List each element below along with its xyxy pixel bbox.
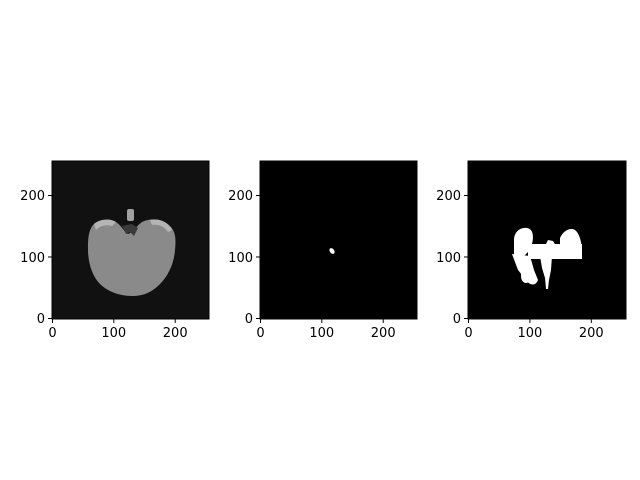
panel-3: 0 100 200 0 100 200: [436, 160, 627, 341]
panel-2: 0 100 200 0 100 200: [228, 160, 418, 341]
panel-3-y-tick-label-100: 100: [436, 251, 461, 266]
panel-1-x-tick-label-200: 200: [163, 326, 188, 341]
panel-1-highlight-left: [94, 219, 116, 230]
panel-3-x-tick-label-200: 200: [579, 326, 604, 341]
panel-2-axes-frame: [259, 160, 418, 320]
panel-2-y-tick-label-200: 200: [228, 189, 253, 204]
panel-1-y-tick-label-0: 0: [37, 312, 45, 327]
panel-3-mask-bar: [528, 244, 582, 259]
panel-2-y-ticks: 0 100 200: [228, 189, 260, 327]
panel-1: 0 100 200 0 100 200: [20, 160, 210, 341]
panel-1-x-tick-label-100: 100: [101, 326, 126, 341]
panel-1-highlight-right: [150, 219, 172, 232]
panel-2-y-tick-label-100: 100: [228, 251, 253, 266]
panel-1-y-tick-label-200: 200: [20, 189, 45, 204]
panel-2-image-background: [260, 161, 417, 319]
panel-2-x-ticks: 0 100 200: [256, 319, 396, 341]
panel-1-x-tick-label-0: 0: [48, 326, 56, 341]
panel-1-x-ticks: 0 100 200: [48, 319, 188, 341]
panel-1-notch: [122, 224, 138, 236]
panel-3-x-tick-label-100: 100: [517, 326, 542, 341]
panel-3-y-tick-label-200: 200: [436, 189, 461, 204]
panel-2-mask-blob: [329, 248, 335, 254]
panel-3-x-ticks: 0 100 200: [464, 319, 604, 341]
panel-3-x-tick-label-0: 0: [464, 326, 472, 341]
panel-3-y-ticks: 0 100 200: [436, 189, 468, 327]
panel-1-axes-frame: [51, 160, 210, 320]
panel-3-mask-center-bump: [545, 240, 556, 246]
panel-1-y-ticks: 0 100 200: [20, 189, 52, 327]
panel-3-mask-stem: [540, 256, 552, 289]
panel-2-x-tick-label-200: 200: [371, 326, 396, 341]
panel-2-x-tick-label-0: 0: [256, 326, 264, 341]
panel-1-region: [88, 219, 176, 296]
panel-2-x-tick-label-100: 100: [309, 326, 334, 341]
panel-3-y-tick-label-0: 0: [453, 312, 461, 327]
panel-1-y-tick-label-100: 100: [20, 251, 45, 266]
panel-1-protrusion: [127, 209, 134, 221]
panel-3-axes-frame: [467, 160, 627, 320]
panel-3-image-background: [468, 161, 626, 319]
panel-2-y-tick-label-0: 0: [245, 312, 253, 327]
panel-3-mask-blob-left: [521, 269, 531, 283]
